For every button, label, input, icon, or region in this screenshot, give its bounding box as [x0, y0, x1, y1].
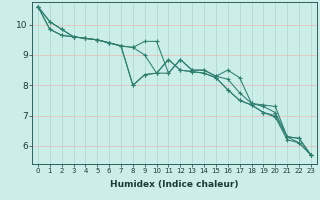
X-axis label: Humidex (Indice chaleur): Humidex (Indice chaleur) [110, 180, 239, 189]
